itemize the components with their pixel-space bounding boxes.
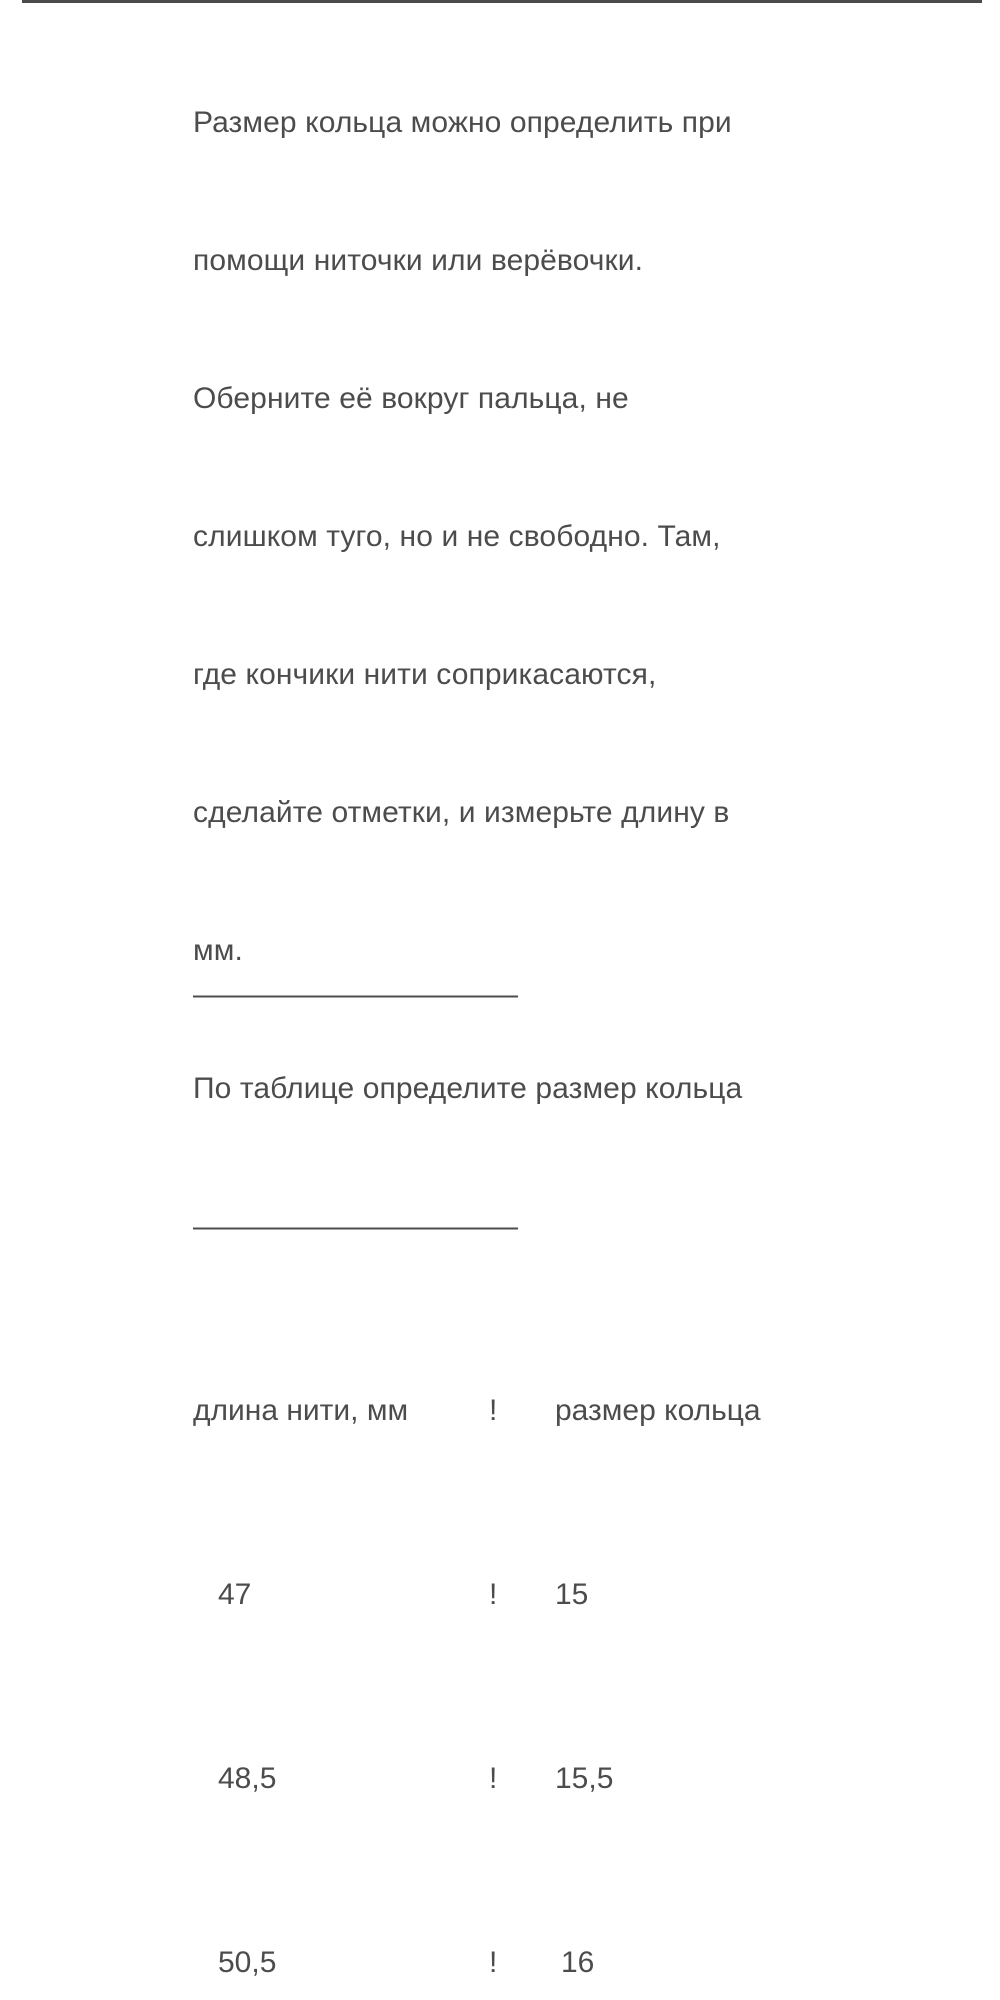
table-row: 50,5 ! 16	[193, 1940, 983, 1986]
instructions-paragraph: Размер кольца можно определить при помощ…	[193, 8, 983, 1204]
instruction-line: Размер кольца можно определить при	[193, 106, 732, 139]
table-header-ring-size: размер кольца	[555, 1394, 761, 1427]
table-column-separator: !	[489, 1394, 498, 1427]
table-column-separator: !	[489, 1762, 498, 1795]
divider-top: ———————————	[193, 1210, 518, 1243]
ring-size-table: длина нити, мм ! размер кольца 47 ! 15 4…	[193, 1250, 983, 2000]
instruction-line: По таблице определите размер кольца	[193, 1072, 743, 1105]
table-column-separator: !	[489, 1578, 498, 1611]
table-column-separator: !	[489, 1946, 498, 1979]
instruction-line: где кончики нити соприкасаются,	[193, 658, 657, 691]
cell-ring-size: 15,5	[555, 1762, 614, 1795]
instruction-line: помощи ниточки или верёвочки.	[193, 244, 643, 277]
instruction-line: Оберните её вокруг пальца, не	[193, 382, 629, 415]
divider-bottom: ———————————	[193, 978, 518, 1002]
instruction-line: мм.	[193, 934, 243, 967]
cell-ring-size: 15	[555, 1578, 589, 1611]
cell-thread-length: 48,5	[218, 1762, 277, 1795]
cell-ring-size: 16	[561, 1946, 595, 1979]
cell-thread-length: 47	[218, 1578, 252, 1611]
top-edge-rule	[22, 0, 982, 3]
instruction-line: слишком туго, но и не свободно. Там,	[193, 520, 721, 553]
document-content: Размер кольца можно определить при помощ…	[193, 8, 983, 2000]
instruction-line: сделайте отметки, и измерьте длину в	[193, 796, 730, 829]
table-header-thread-length: длина нити, мм	[193, 1394, 409, 1427]
table-row: 48,5 ! 15,5	[193, 1756, 983, 1802]
table-header-row: длина нити, мм ! размер кольца	[193, 1388, 983, 1434]
table-row: 47 ! 15	[193, 1572, 983, 1618]
cell-thread-length: 50,5	[218, 1946, 277, 1979]
document-page: Размер кольца можно определить при помощ…	[22, 0, 982, 1979]
